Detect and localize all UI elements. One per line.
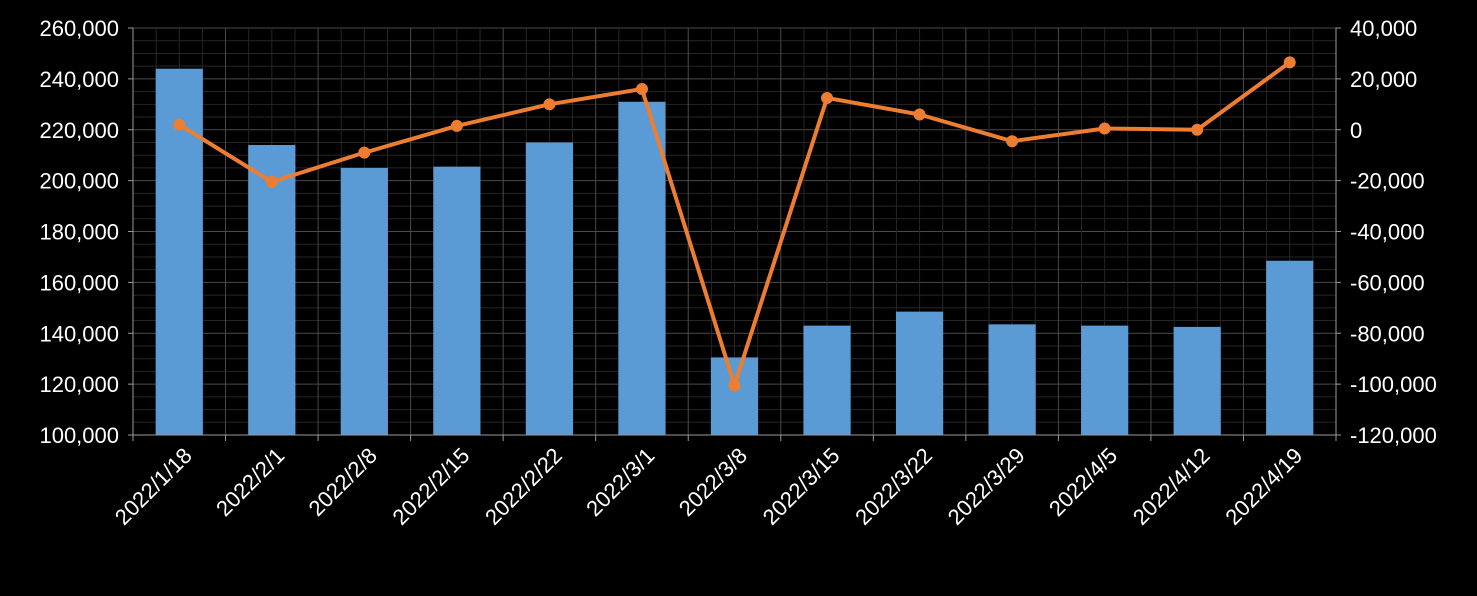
line-point — [913, 108, 926, 121]
left-tick-label: 160,000 — [39, 270, 119, 295]
line-point — [1191, 123, 1204, 136]
line-point — [1006, 135, 1019, 148]
right-tick-label: -20,000 — [1350, 169, 1425, 194]
category-label: 2022/3/8 — [674, 443, 752, 521]
line-point — [450, 119, 463, 132]
category-label: 2022/2/15 — [388, 443, 475, 530]
category-label: 2022/1/18 — [110, 443, 197, 530]
line-point — [821, 91, 834, 104]
category-label: 2022/3/1 — [581, 443, 659, 521]
right-tick-label: 40,000 — [1350, 16, 1417, 41]
category-label: 2022/3/15 — [758, 443, 845, 530]
bar — [618, 101, 666, 436]
line-point — [728, 379, 741, 392]
line-point — [543, 98, 556, 111]
left-tick-label: 140,000 — [39, 321, 119, 346]
category-label: 2022/2/22 — [480, 443, 567, 530]
category-label: 2022/4/19 — [1220, 443, 1307, 530]
line-point — [1283, 56, 1296, 69]
bar — [710, 357, 759, 435]
bar — [248, 145, 296, 435]
bar — [525, 142, 574, 435]
left-tick-label: 260,000 — [39, 16, 119, 41]
category-label: 2022/4/5 — [1044, 443, 1122, 521]
right-tick-label: -40,000 — [1350, 220, 1425, 245]
left-tick-label: 220,000 — [39, 118, 119, 143]
right-tick-label: -100,000 — [1350, 372, 1437, 397]
bar — [1081, 325, 1129, 435]
line-series — [173, 56, 1296, 392]
line-point — [1098, 122, 1111, 135]
category-label: 2022/2/8 — [304, 443, 382, 521]
line-point — [358, 146, 371, 159]
right-tick-label: -80,000 — [1350, 321, 1425, 346]
right-tick-label: 0 — [1350, 118, 1362, 143]
left-tick-label: 200,000 — [39, 169, 119, 194]
left-tick-label: 240,000 — [39, 67, 119, 92]
line-point — [265, 175, 278, 188]
left-tick-label: 180,000 — [39, 220, 119, 245]
bar — [1266, 260, 1314, 435]
category-label: 2022/3/22 — [850, 443, 937, 530]
left-tick-label: 100,000 — [39, 423, 119, 448]
bar — [433, 166, 481, 435]
bar — [1173, 326, 1221, 435]
category-label: 2022/2/1 — [211, 443, 289, 521]
bar — [340, 167, 388, 435]
right-tick-label: -60,000 — [1350, 270, 1425, 295]
right-tick-label: -120,000 — [1350, 423, 1437, 448]
bar — [895, 311, 944, 435]
left-tick-label: 120,000 — [39, 372, 119, 397]
category-label: 2022/4/12 — [1128, 443, 1215, 530]
bar — [988, 324, 1036, 435]
line-point — [635, 83, 648, 96]
category-label: 2022/3/29 — [943, 443, 1030, 530]
bar-series — [155, 68, 1314, 436]
line-point — [173, 118, 186, 131]
bar — [803, 325, 851, 435]
axes — [128, 27, 1341, 441]
right-tick-label: 20,000 — [1350, 67, 1417, 92]
